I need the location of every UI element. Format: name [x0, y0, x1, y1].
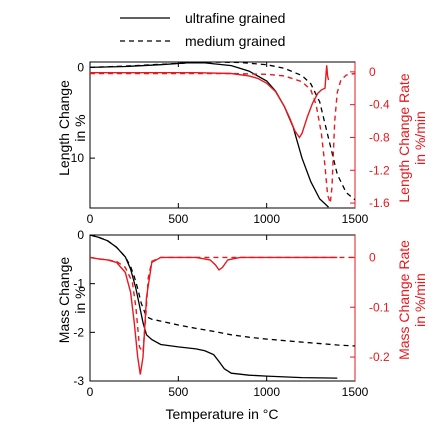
x-tick-label-top: 1000 — [253, 212, 280, 226]
bottom-y2-label-line1: Mass Change Rate — [396, 240, 412, 360]
y-tick-label-bottom: -1 — [73, 277, 84, 291]
y2-tick-label-top: 0 — [369, 65, 376, 79]
x-tick-label-bottom: 1500 — [342, 385, 369, 399]
series-line-top-2 — [90, 65, 330, 139]
y2-tick-label-bottom: -0.1 — [369, 300, 390, 314]
y2-tick-label-bottom: 0 — [369, 250, 376, 264]
bottom-y-label-line1: Mass Change — [56, 257, 72, 344]
legend: ultrafine grained medium grained — [120, 10, 285, 49]
x-tick-label-top: 1500 — [342, 212, 369, 226]
y2-tick-label-top: -1.2 — [369, 163, 390, 177]
bottom-y-label-line2: in % — [72, 286, 88, 313]
top-y2-label-line2: in %/min — [412, 111, 428, 165]
x-tick-label-bottom: 1000 — [253, 385, 280, 399]
y-tick-label-bottom: -2 — [73, 325, 84, 339]
x-tick-label-bottom: 0 — [87, 385, 94, 399]
bottom-y2-label-line2: in %/min — [412, 273, 428, 327]
series-line-bottom-3 — [90, 256, 355, 355]
series-line-top-1 — [90, 62, 355, 201]
y-tick-label-top: 0 — [77, 60, 84, 74]
top-y-label-line1: Length Change — [56, 80, 72, 176]
series-line-bottom-0 — [90, 235, 338, 379]
y2-tick-label-top: -0.8 — [369, 130, 390, 144]
x-tick-label-bottom: 500 — [168, 385, 188, 399]
y-tick-label-bottom: -3 — [73, 374, 84, 388]
legend-label-medium: medium grained — [185, 33, 285, 49]
y-tick-label-top: -10 — [67, 151, 85, 165]
legend-label-ultrafine: ultrafine grained — [185, 10, 285, 26]
x-axis-label: Temperature in °C — [166, 406, 279, 422]
top-y2-label-line1: Length Change Rate — [396, 73, 412, 202]
y2-tick-label-top: -0.4 — [369, 98, 390, 112]
y2-tick-label-top: -1.6 — [369, 196, 390, 210]
y2-tick-label-bottom: -0.2 — [369, 350, 390, 364]
plot-frame-top — [89, 61, 356, 209]
series-line-top-0 — [90, 62, 329, 208]
series-line-bottom-1 — [90, 235, 355, 347]
top-y-label-line2: in % — [72, 114, 88, 141]
panel-top: 0 500 1000 1500 0 -10 0 -0.4 -0.8 -1.2 -1.6 — [67, 60, 390, 226]
y-tick-label-bottom: 0 — [77, 228, 84, 242]
series-line-top-3 — [90, 72, 355, 204]
x-tick-label-top: 500 — [168, 212, 188, 226]
series-line-bottom-2 — [90, 256, 338, 375]
x-tick-label-top: 0 — [87, 212, 94, 226]
